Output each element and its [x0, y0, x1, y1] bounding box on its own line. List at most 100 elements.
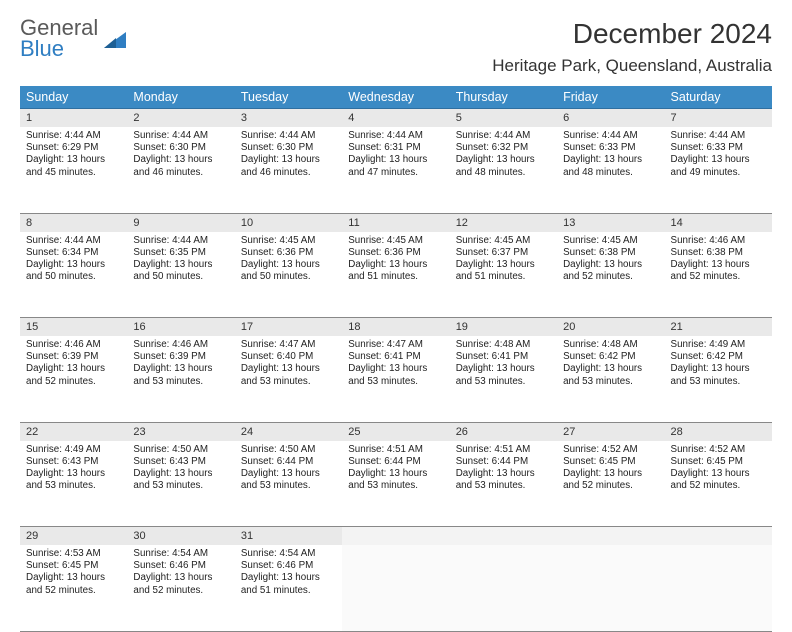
day-number: 30 [127, 527, 234, 546]
day-number: 12 [450, 213, 557, 232]
day-details: Sunrise: 4:47 AMSunset: 6:40 PMDaylight:… [235, 336, 342, 392]
day-cell: Sunrise: 4:44 AMSunset: 6:30 PMDaylight:… [235, 127, 342, 213]
day-number: 17 [235, 318, 342, 337]
day-number: 1 [20, 109, 127, 128]
day-number: 13 [557, 213, 664, 232]
day-cell: Sunrise: 4:49 AMSunset: 6:42 PMDaylight:… [665, 336, 772, 422]
day-header: Monday [127, 86, 234, 109]
day-number: 24 [235, 422, 342, 441]
week-row: Sunrise: 4:49 AMSunset: 6:43 PMDaylight:… [20, 441, 772, 527]
logo-line2: Blue [20, 36, 64, 61]
day-cell: Sunrise: 4:47 AMSunset: 6:41 PMDaylight:… [342, 336, 449, 422]
day-number-row: 1234567 [20, 109, 772, 128]
day-cell: Sunrise: 4:46 AMSunset: 6:39 PMDaylight:… [20, 336, 127, 422]
day-number-row: 22232425262728 [20, 422, 772, 441]
day-details: Sunrise: 4:44 AMSunset: 6:35 PMDaylight:… [127, 232, 234, 288]
day-cell: Sunrise: 4:51 AMSunset: 6:44 PMDaylight:… [342, 441, 449, 527]
day-number: 14 [665, 213, 772, 232]
logo-sail-icon [102, 28, 128, 50]
day-number: 15 [20, 318, 127, 337]
day-number [342, 527, 449, 546]
day-number: 20 [557, 318, 664, 337]
day-number: 7 [665, 109, 772, 128]
day-details: Sunrise: 4:48 AMSunset: 6:41 PMDaylight:… [450, 336, 557, 392]
day-cell: Sunrise: 4:44 AMSunset: 6:34 PMDaylight:… [20, 232, 127, 318]
week-row: Sunrise: 4:46 AMSunset: 6:39 PMDaylight:… [20, 336, 772, 422]
day-number: 29 [20, 527, 127, 546]
day-details: Sunrise: 4:45 AMSunset: 6:36 PMDaylight:… [342, 232, 449, 288]
day-cell [665, 545, 772, 631]
day-cell: Sunrise: 4:44 AMSunset: 6:33 PMDaylight:… [665, 127, 772, 213]
day-details: Sunrise: 4:45 AMSunset: 6:36 PMDaylight:… [235, 232, 342, 288]
day-details: Sunrise: 4:44 AMSunset: 6:33 PMDaylight:… [665, 127, 772, 183]
day-cell: Sunrise: 4:52 AMSunset: 6:45 PMDaylight:… [665, 441, 772, 527]
day-details: Sunrise: 4:52 AMSunset: 6:45 PMDaylight:… [665, 441, 772, 497]
day-header: Friday [557, 86, 664, 109]
day-cell: Sunrise: 4:44 AMSunset: 6:29 PMDaylight:… [20, 127, 127, 213]
day-number: 6 [557, 109, 664, 128]
day-details: Sunrise: 4:48 AMSunset: 6:42 PMDaylight:… [557, 336, 664, 392]
day-number: 8 [20, 213, 127, 232]
day-number: 9 [127, 213, 234, 232]
day-cell: Sunrise: 4:52 AMSunset: 6:45 PMDaylight:… [557, 441, 664, 527]
day-cell: Sunrise: 4:53 AMSunset: 6:45 PMDaylight:… [20, 545, 127, 631]
day-number-row: 15161718192021 [20, 318, 772, 337]
day-cell: Sunrise: 4:44 AMSunset: 6:33 PMDaylight:… [557, 127, 664, 213]
day-number: 18 [342, 318, 449, 337]
day-number: 19 [450, 318, 557, 337]
day-details: Sunrise: 4:46 AMSunset: 6:39 PMDaylight:… [20, 336, 127, 392]
day-header: Thursday [450, 86, 557, 109]
day-cell [342, 545, 449, 631]
day-details: Sunrise: 4:52 AMSunset: 6:45 PMDaylight:… [557, 441, 664, 497]
day-details: Sunrise: 4:46 AMSunset: 6:39 PMDaylight:… [127, 336, 234, 392]
day-cell: Sunrise: 4:50 AMSunset: 6:43 PMDaylight:… [127, 441, 234, 527]
day-cell: Sunrise: 4:48 AMSunset: 6:42 PMDaylight:… [557, 336, 664, 422]
calendar-table: Sunday Monday Tuesday Wednesday Thursday… [20, 86, 772, 632]
day-cell: Sunrise: 4:48 AMSunset: 6:41 PMDaylight:… [450, 336, 557, 422]
day-header: Wednesday [342, 86, 449, 109]
day-details: Sunrise: 4:44 AMSunset: 6:30 PMDaylight:… [235, 127, 342, 183]
title-block: December 2024 Heritage Park, Queensland,… [492, 18, 772, 82]
day-details: Sunrise: 4:54 AMSunset: 6:46 PMDaylight:… [235, 545, 342, 601]
day-number: 21 [665, 318, 772, 337]
logo: General Blue [20, 18, 128, 60]
day-number: 11 [342, 213, 449, 232]
day-details: Sunrise: 4:44 AMSunset: 6:32 PMDaylight:… [450, 127, 557, 183]
day-header: Tuesday [235, 86, 342, 109]
day-details: Sunrise: 4:45 AMSunset: 6:38 PMDaylight:… [557, 232, 664, 288]
day-cell [450, 545, 557, 631]
day-number: 27 [557, 422, 664, 441]
day-cell: Sunrise: 4:44 AMSunset: 6:30 PMDaylight:… [127, 127, 234, 213]
day-number: 26 [450, 422, 557, 441]
day-cell: Sunrise: 4:45 AMSunset: 6:36 PMDaylight:… [342, 232, 449, 318]
day-number: 31 [235, 527, 342, 546]
day-details: Sunrise: 4:49 AMSunset: 6:42 PMDaylight:… [665, 336, 772, 392]
day-cell: Sunrise: 4:44 AMSunset: 6:32 PMDaylight:… [450, 127, 557, 213]
day-details: Sunrise: 4:47 AMSunset: 6:41 PMDaylight:… [342, 336, 449, 392]
day-details: Sunrise: 4:54 AMSunset: 6:46 PMDaylight:… [127, 545, 234, 601]
day-cell: Sunrise: 4:50 AMSunset: 6:44 PMDaylight:… [235, 441, 342, 527]
day-header: Sunday [20, 86, 127, 109]
day-number: 22 [20, 422, 127, 441]
day-number [665, 527, 772, 546]
day-details: Sunrise: 4:46 AMSunset: 6:38 PMDaylight:… [665, 232, 772, 288]
day-cell: Sunrise: 4:45 AMSunset: 6:37 PMDaylight:… [450, 232, 557, 318]
day-number [557, 527, 664, 546]
header: General Blue December 2024 Heritage Park… [20, 18, 772, 82]
day-details: Sunrise: 4:53 AMSunset: 6:45 PMDaylight:… [20, 545, 127, 601]
day-cell: Sunrise: 4:46 AMSunset: 6:39 PMDaylight:… [127, 336, 234, 422]
logo-text: General Blue [20, 18, 98, 60]
day-header: Saturday [665, 86, 772, 109]
day-number: 3 [235, 109, 342, 128]
day-details: Sunrise: 4:44 AMSunset: 6:29 PMDaylight:… [20, 127, 127, 183]
day-details: Sunrise: 4:50 AMSunset: 6:44 PMDaylight:… [235, 441, 342, 497]
day-number: 23 [127, 422, 234, 441]
day-cell: Sunrise: 4:51 AMSunset: 6:44 PMDaylight:… [450, 441, 557, 527]
day-details: Sunrise: 4:49 AMSunset: 6:43 PMDaylight:… [20, 441, 127, 497]
day-cell: Sunrise: 4:44 AMSunset: 6:31 PMDaylight:… [342, 127, 449, 213]
day-cell: Sunrise: 4:45 AMSunset: 6:38 PMDaylight:… [557, 232, 664, 318]
day-details: Sunrise: 4:45 AMSunset: 6:37 PMDaylight:… [450, 232, 557, 288]
day-number-row: 293031 [20, 527, 772, 546]
month-title: December 2024 [492, 18, 772, 50]
day-number-row: 891011121314 [20, 213, 772, 232]
